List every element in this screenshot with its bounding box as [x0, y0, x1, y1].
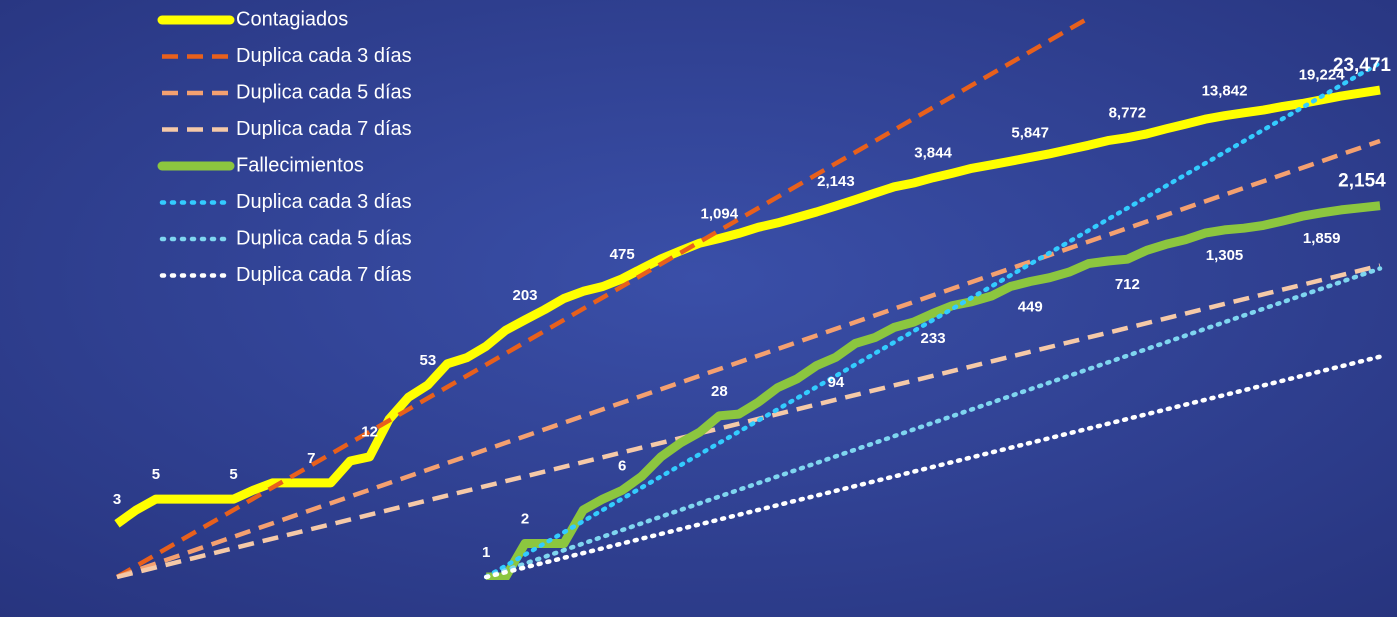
- reference-line: [115, 18, 1094, 579]
- data-label: 5: [152, 466, 160, 483]
- legend-label: Duplica cada 3 días: [236, 45, 412, 67]
- reference-line: [483, 354, 1383, 580]
- data-label: 1,094: [701, 205, 739, 222]
- data-label: 94: [828, 374, 845, 391]
- data-label: 53: [420, 352, 437, 369]
- data-line: [486, 201, 1381, 580]
- reference-line: [116, 263, 1381, 580]
- legend-label: Duplica cada 5 días: [236, 227, 412, 249]
- data-label: 5,847: [1011, 124, 1049, 141]
- data-label: 1: [482, 544, 490, 561]
- data-label: 2,143: [817, 173, 855, 190]
- data-label: 5: [229, 466, 237, 483]
- legend-label: Duplica cada 7 días: [236, 264, 412, 286]
- data-label: 19,224: [1299, 67, 1346, 84]
- data-label: 3: [113, 491, 121, 508]
- legend-label: Duplica cada 7 días: [236, 118, 412, 140]
- data-label: 6: [618, 457, 626, 474]
- data-label: 233: [921, 330, 946, 347]
- data-label: 449: [1018, 299, 1043, 316]
- labels: 35 5712532034751,0942,1433,8445,8478,7721…: [113, 55, 1392, 561]
- legend-label: Duplica cada 5 días: [236, 81, 412, 103]
- data-label: 12: [361, 424, 378, 441]
- legend-label: Fallecimientos: [236, 154, 364, 176]
- data-label: 1,305: [1206, 247, 1244, 264]
- data-label: 2: [521, 510, 529, 527]
- data-line: [114, 85, 1381, 528]
- data-label: 203: [513, 287, 538, 304]
- reference-line: [116, 138, 1381, 580]
- data-label: 1,859: [1303, 230, 1341, 247]
- data-label: 28: [711, 383, 728, 400]
- data-label: 13,842: [1202, 83, 1248, 100]
- legend-label: Contagiados: [236, 8, 348, 30]
- legend: Contagiados Duplica cada 3 días Duplica ca…: [157, 8, 412, 286]
- reference-line: [483, 60, 1383, 580]
- legend-label: Duplica cada 3 días: [236, 191, 412, 213]
- data-label: 23,471: [1333, 55, 1392, 76]
- plot-area: [114, 18, 1383, 580]
- data-label: 475: [610, 246, 635, 263]
- data-label: 2,154: [1338, 171, 1386, 192]
- data-label: 3,844: [914, 145, 952, 162]
- data-label: 7: [307, 450, 315, 467]
- data-label: 712: [1115, 276, 1140, 293]
- data-label: 8,772: [1109, 105, 1147, 122]
